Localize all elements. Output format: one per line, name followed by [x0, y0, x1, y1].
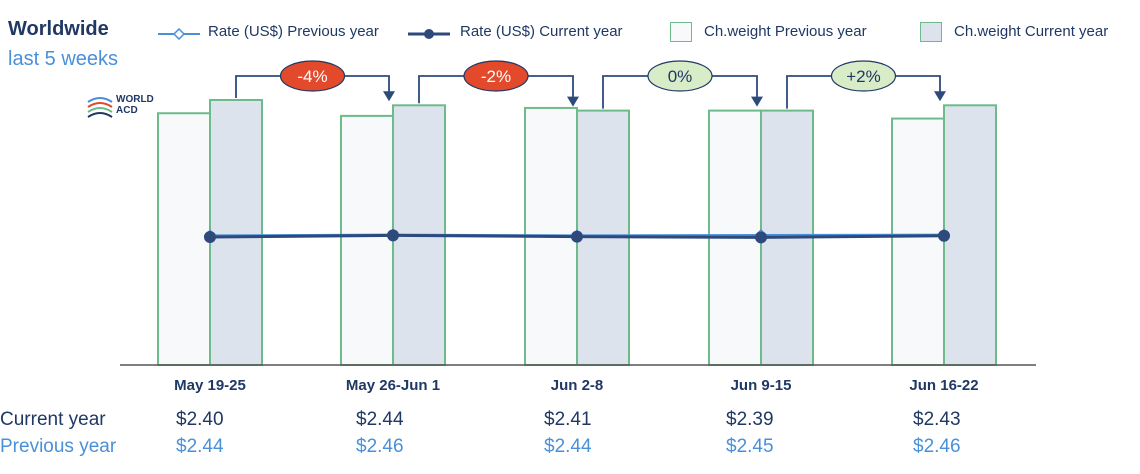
x-tick-label: May 26-Jun 1	[346, 377, 440, 394]
x-tick-label: Jun 9-15	[731, 377, 792, 394]
cell-previous-rate: $2.44	[176, 436, 224, 457]
logo-line-1: WORLD	[116, 94, 154, 105]
legend-rate-prev: Rate (US$) Previous year	[208, 23, 379, 40]
legend-rate-curr-swatch	[408, 29, 450, 39]
change-badge	[647, 60, 713, 92]
legend-rate-curr: Rate (US$) Current year	[460, 23, 623, 40]
change-badge-label: -2%	[481, 67, 511, 86]
point-rate-curr	[755, 231, 767, 244]
cell-current-rate: $2.44	[356, 409, 404, 430]
world-acd-logo-icon	[87, 97, 113, 118]
bar-weight-prev	[891, 117, 945, 366]
cell-previous-rate: $2.46	[913, 436, 961, 457]
change-badge-label: -4%	[297, 67, 327, 86]
chart-subtitle: last 5 weeks	[8, 48, 119, 70]
change-arrow-icon	[934, 91, 946, 102]
change-badge	[463, 60, 529, 92]
cell-previous-rate: $2.46	[356, 436, 404, 457]
cell-previous-rate: $2.44	[544, 436, 592, 457]
point-rate-curr	[387, 229, 399, 242]
change-badge	[830, 60, 897, 92]
legend-weight-prev: Ch.weight Previous year	[704, 23, 867, 40]
cell-current-rate: $2.41	[544, 409, 592, 430]
row-label-current: Current year	[0, 409, 106, 430]
row-label-previous: Previous year	[0, 436, 117, 457]
point-rate-curr	[571, 230, 583, 243]
x-tick-label: Jun 2-8	[551, 377, 604, 394]
point-rate-curr	[204, 231, 216, 243]
change-arrow-icon	[383, 91, 395, 102]
legend-weight-prev-swatch	[670, 22, 692, 42]
cell-current-rate: $2.43	[913, 409, 961, 430]
logo-line-2: ACD	[116, 105, 138, 116]
bar-weight-prev	[157, 112, 211, 366]
change-arrow-icon	[751, 96, 763, 107]
legend-rate-prev-swatch	[158, 28, 200, 40]
x-tick-label: Jun 16-22	[909, 377, 978, 394]
change-badge-label: +2%	[846, 67, 881, 86]
bar-weight-curr	[943, 104, 997, 367]
legend-weight-curr: Ch.weight Current year	[954, 23, 1109, 40]
legend-weight-curr-swatch	[920, 22, 942, 42]
chart-title: Worldwide	[8, 18, 109, 40]
point-rate-curr	[938, 229, 950, 242]
bar-weight-curr	[209, 99, 263, 366]
cell-previous-rate: $2.45	[726, 436, 774, 457]
change-badge-label: 0%	[668, 67, 693, 86]
change-arrow-icon	[567, 96, 579, 107]
cell-current-rate: $2.40	[176, 409, 224, 430]
logo-text: WORLD ACD	[116, 94, 154, 116]
bar-weight-prev	[340, 114, 394, 367]
change-badge	[279, 60, 346, 92]
x-tick-label: May 19-25	[174, 377, 246, 394]
cell-current-rate: $2.39	[726, 409, 774, 430]
